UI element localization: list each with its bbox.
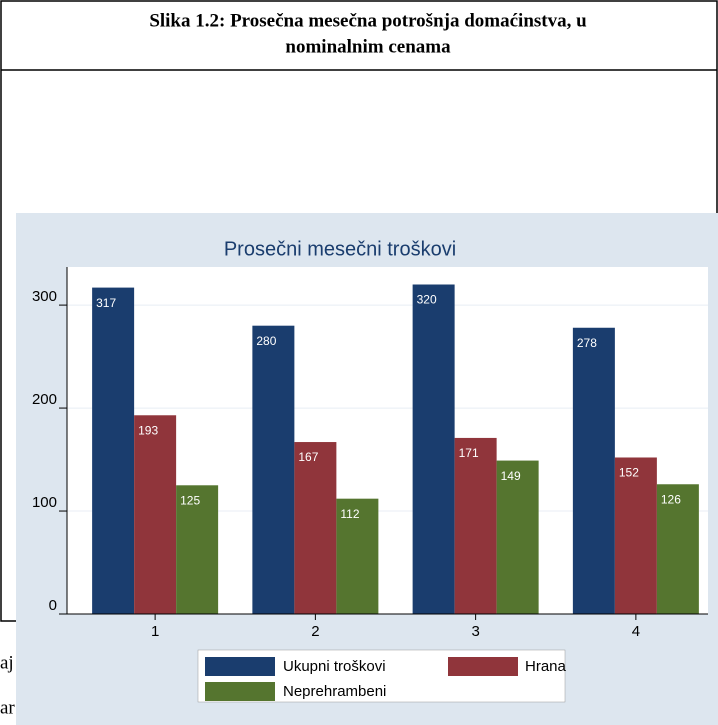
caption-line: Slika 1.2: Prosečna mesečna potrošnja do…	[149, 10, 587, 31]
bar	[572, 327, 615, 614]
chart: 0 100 200 300 1 317 193 125 2 280 167 112 3 320 171 149…	[32, 267, 708, 701]
bar	[92, 287, 135, 614]
value-label: 167	[298, 450, 318, 464]
x-tick-label: 1	[151, 623, 159, 640]
legend-label: Hrana	[525, 658, 567, 675]
value-label: 280	[256, 334, 276, 348]
bar	[252, 325, 295, 614]
y-tick-label: 0	[49, 597, 57, 614]
value-label: 278	[577, 336, 597, 350]
x-tick-label: 2	[311, 623, 319, 640]
bar	[176, 485, 219, 614]
value-label: 149	[501, 469, 521, 483]
value-label: 320	[417, 293, 437, 307]
y-tick-label: 100	[32, 494, 57, 511]
bar	[614, 457, 657, 614]
bar	[412, 284, 455, 614]
bar	[496, 460, 539, 614]
value-label: 193	[138, 423, 158, 437]
legend-label: Neprehrambeni	[283, 683, 386, 700]
chart-title: Prosečni mesečni troškovi	[224, 238, 456, 260]
bar	[656, 484, 699, 614]
caption-line: nominalnim cenama	[285, 36, 451, 57]
x-tick-label: 4	[632, 623, 640, 640]
legend-swatch	[205, 657, 275, 676]
value-label: 112	[340, 507, 359, 521]
value-label: 152	[619, 466, 639, 480]
y-tick-label: 200	[32, 391, 57, 408]
bar	[134, 415, 177, 614]
value-label: 125	[180, 493, 200, 507]
x-tick-label: 3	[471, 623, 479, 640]
text-fragment: aj	[0, 652, 14, 673]
legend-swatch	[448, 657, 518, 676]
bar	[294, 442, 337, 614]
text-fragment: ar	[0, 697, 15, 718]
legend-swatch	[205, 682, 275, 701]
value-label: 317	[96, 296, 116, 310]
bar	[454, 437, 497, 614]
legend-label: Ukupni troškovi	[283, 658, 386, 675]
bar	[336, 498, 379, 614]
value-label: 171	[459, 446, 479, 460]
y-tick-label: 300	[32, 288, 57, 305]
value-label: 126	[661, 492, 681, 506]
